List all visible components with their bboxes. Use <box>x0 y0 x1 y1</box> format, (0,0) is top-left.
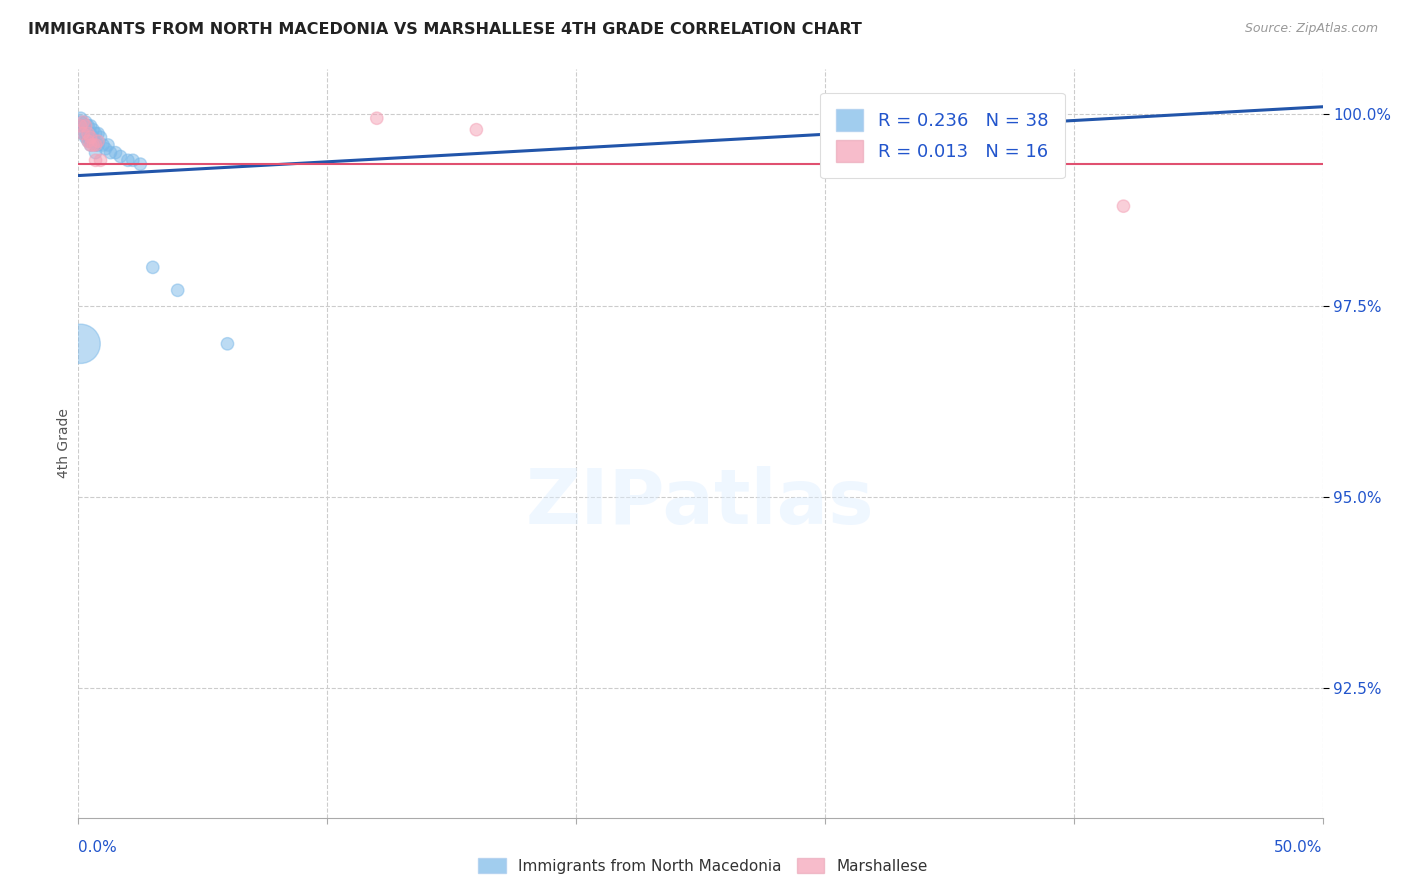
Point <box>77 134 100 148</box>
Point <box>1112 199 1135 213</box>
Point <box>82 122 104 136</box>
Point <box>129 157 152 171</box>
Point <box>77 119 100 133</box>
Point <box>72 127 94 141</box>
Point <box>166 283 188 297</box>
Point <box>465 122 488 136</box>
Point <box>75 130 97 145</box>
Point <box>94 142 117 156</box>
Point <box>79 119 101 133</box>
Point <box>84 127 107 141</box>
Point <box>69 115 91 129</box>
Text: 50.0%: 50.0% <box>1274 840 1323 855</box>
Point <box>91 138 114 153</box>
Point <box>84 138 107 153</box>
Legend: Immigrants from North Macedonia, Marshallese: Immigrants from North Macedonia, Marshal… <box>472 852 934 880</box>
Point <box>79 138 101 153</box>
Point <box>77 127 100 141</box>
Point <box>87 134 110 148</box>
Legend: R = 0.236   N = 38, R = 0.013   N = 16: R = 0.236 N = 38, R = 0.013 N = 16 <box>820 93 1064 178</box>
Point <box>217 336 239 351</box>
Text: Source: ZipAtlas.com: Source: ZipAtlas.com <box>1244 22 1378 36</box>
Point <box>104 145 127 160</box>
Point <box>75 127 97 141</box>
Point <box>79 138 101 153</box>
Point <box>84 138 107 153</box>
Point <box>100 145 122 160</box>
Point <box>366 112 388 126</box>
Point <box>69 336 91 351</box>
Point <box>72 119 94 133</box>
Point <box>77 134 100 148</box>
Point <box>72 115 94 129</box>
Point <box>82 130 104 145</box>
Point <box>75 119 97 133</box>
Point <box>79 130 101 145</box>
Point <box>82 134 104 148</box>
Point <box>75 119 97 133</box>
Point <box>72 119 94 133</box>
Point <box>79 134 101 148</box>
Point <box>97 138 120 153</box>
Point <box>89 153 111 168</box>
Point <box>84 153 107 168</box>
Point <box>87 138 110 153</box>
Point <box>142 260 165 275</box>
Text: IMMIGRANTS FROM NORTH MACEDONIA VS MARSHALLESE 4TH GRADE CORRELATION CHART: IMMIGRANTS FROM NORTH MACEDONIA VS MARSH… <box>28 22 862 37</box>
Point <box>89 130 111 145</box>
Point <box>75 115 97 129</box>
Point <box>79 127 101 141</box>
Y-axis label: 4th Grade: 4th Grade <box>58 409 72 478</box>
Point <box>84 145 107 160</box>
Point <box>72 127 94 141</box>
Point <box>117 153 139 168</box>
Point <box>110 149 132 163</box>
Point <box>77 130 100 145</box>
Point <box>87 127 110 141</box>
Point <box>82 138 104 153</box>
Point <box>122 153 145 168</box>
Text: 0.0%: 0.0% <box>79 840 117 855</box>
Point <box>69 112 91 126</box>
Point <box>69 119 91 133</box>
Text: ZIPatlas: ZIPatlas <box>526 467 875 541</box>
